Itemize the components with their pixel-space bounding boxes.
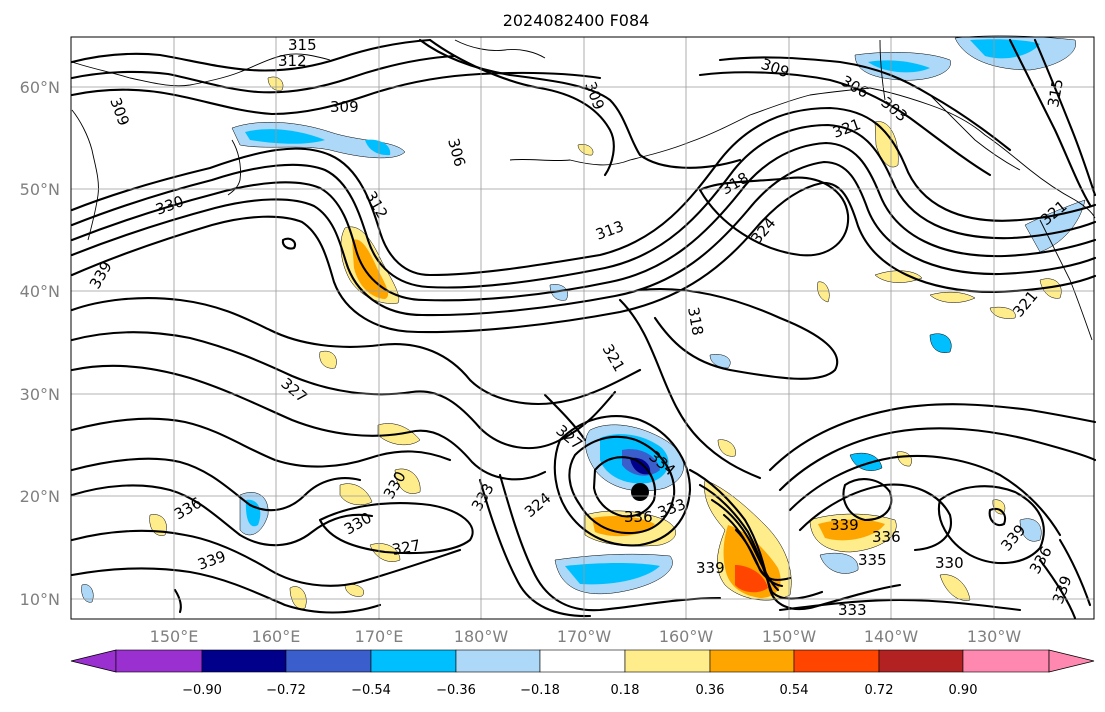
contour-label: 309 xyxy=(106,95,133,128)
height-contours xyxy=(70,38,1097,620)
lon-tick-label: 150°W xyxy=(762,627,817,646)
map-panel: 315 312 309 309 306 309 309 306 303 315 … xyxy=(70,35,1097,620)
contour-label: 336 xyxy=(1026,543,1056,577)
contour-label: 330 xyxy=(341,509,375,539)
colorbar-segment xyxy=(285,649,372,673)
contour-label: 339 xyxy=(195,547,228,574)
contour-label: 339 xyxy=(86,258,116,292)
colorbar-tick-label: −0.36 xyxy=(436,683,476,698)
contour-label: 315 xyxy=(288,36,317,54)
colorbar-tick-label: −0.18 xyxy=(520,683,560,698)
contour-label: 333 xyxy=(838,601,867,619)
lat-tick-label: 20°N xyxy=(20,487,60,506)
colorbar-tick-label: 0.54 xyxy=(780,683,809,698)
contour-label: 335 xyxy=(858,551,887,569)
contour-label: 306 xyxy=(444,136,469,168)
lat-tick-label: 30°N xyxy=(20,385,60,404)
colorbar-segment xyxy=(878,649,964,673)
colorbar: −0.90 −0.72 −0.54 −0.36 −0.18 0.18 0.36 … xyxy=(70,649,1095,698)
contour-label: 324 xyxy=(521,489,555,521)
contour-label: 303 xyxy=(877,93,911,125)
contour-label: 330 xyxy=(935,554,964,572)
contour-label: 339 xyxy=(830,516,859,534)
lat-tick-label: 60°N xyxy=(20,78,60,97)
colorbar-segment xyxy=(201,649,287,673)
lat-tick-label: 50°N xyxy=(20,180,60,199)
colorbar-segment xyxy=(370,649,457,673)
colorbar-segment xyxy=(455,649,541,673)
contour-label: 333 xyxy=(468,480,498,514)
colorbar-upper-extension xyxy=(1048,649,1095,673)
colorbar-segment xyxy=(709,649,795,673)
lon-tick-label: 130°W xyxy=(967,627,1022,646)
contour-label: 321 xyxy=(830,115,863,142)
lat-tick-label: 10°N xyxy=(20,590,60,609)
contour-label: 336 xyxy=(872,528,901,546)
lon-tick-label: 160°W xyxy=(659,627,714,646)
contour-label: 312 xyxy=(278,52,307,70)
colorbar-segment xyxy=(962,649,1050,673)
colorbar-segment xyxy=(624,649,711,673)
colorbar-tick-label: 0.36 xyxy=(696,683,725,698)
colorbar-tick-label: 0.72 xyxy=(865,683,894,698)
colorbar-tick-label: 0.18 xyxy=(611,683,640,698)
coastlines xyxy=(71,39,1096,341)
contour-label: 321 xyxy=(599,341,629,375)
contour-label: 327 xyxy=(277,374,311,406)
contour-label: 324 xyxy=(747,214,779,248)
lon-tick-label: 150°E xyxy=(150,627,199,646)
map-title: 2024082400 F084 xyxy=(503,11,650,30)
contour-label: 339 xyxy=(696,559,725,577)
colorbar-segment xyxy=(539,649,626,673)
colorbar-tick-label: −0.72 xyxy=(266,683,306,698)
contour-label: 336 xyxy=(624,508,653,526)
colorbar-lower-extension xyxy=(70,649,117,673)
lon-tick-labels: 150°E 160°E 170°E 180°W 170°W 160°W 150°… xyxy=(150,627,1022,646)
lat-tick-labels: 10°N 20°N 30°N 40°N 50°N 60°N xyxy=(20,78,60,609)
colorbar-segment xyxy=(793,649,880,673)
contour-label: 315 xyxy=(1044,77,1067,108)
contour-label: 313 xyxy=(593,217,626,244)
contour-label: 309 xyxy=(581,79,608,112)
colorbar-tick-label: 0.90 xyxy=(949,683,978,698)
gridlines xyxy=(71,37,1094,619)
lon-tick-label: 140°W xyxy=(864,627,919,646)
lon-tick-label: 170°E xyxy=(355,627,404,646)
contour-label: 318 xyxy=(718,169,752,199)
contour-label: 318 xyxy=(684,306,707,337)
contour-label: 309 xyxy=(330,98,359,116)
contour-label: 327 xyxy=(391,536,422,559)
contour-label: 336 xyxy=(171,494,205,524)
lon-tick-label: 160°E xyxy=(252,627,301,646)
map-frame xyxy=(70,36,1095,620)
colorbar-segment xyxy=(115,649,203,673)
lon-tick-label: 180°W xyxy=(454,627,509,646)
colorbar-tick-label: −0.54 xyxy=(351,683,391,698)
lat-tick-label: 40°N xyxy=(20,282,60,301)
negative-shading xyxy=(81,35,1086,603)
colorbar-tick-label: −0.90 xyxy=(182,683,222,698)
lon-tick-label: 170°W xyxy=(557,627,612,646)
